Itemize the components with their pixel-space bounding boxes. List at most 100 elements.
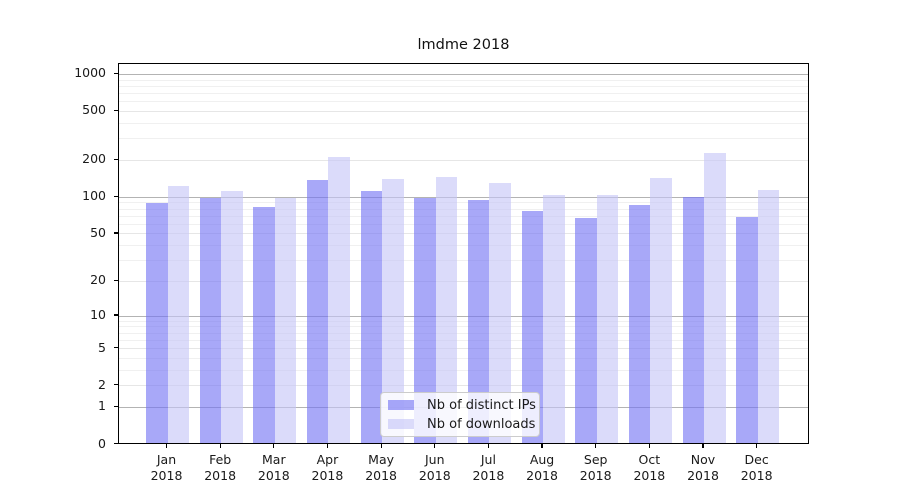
legend: Nb of distinct IPs Nb of downloads	[380, 392, 540, 437]
y-tick-mark-100	[114, 195, 118, 197]
y-gridline-600	[119, 101, 808, 103]
bar-distinct-ips-aug	[521, 210, 544, 443]
y-tick-label-10: 10	[90, 307, 106, 323]
legend-swatch-distinct-ips	[388, 399, 414, 411]
plot-area	[118, 62, 809, 444]
y-gridline-30	[119, 260, 808, 262]
y-gridline-1000	[119, 73, 808, 75]
bar-distinct-ips-feb	[199, 198, 222, 443]
y-gridline-70	[119, 215, 808, 217]
x-tick-label-nov: Nov 2018	[687, 451, 719, 484]
x-tick-mark-oct	[648, 443, 651, 448]
y-gridline-200	[119, 159, 808, 161]
bar-distinct-ips-may	[360, 191, 383, 443]
y-tick-label-2: 2	[98, 376, 106, 392]
y-gridline-60	[119, 223, 808, 225]
y-gridline-9	[119, 320, 808, 322]
y-tick-mark-20	[114, 279, 118, 282]
x-tick-label-may: May 2018	[365, 451, 397, 484]
y-tick-mark-5	[114, 346, 118, 349]
y-gridline-2	[119, 385, 808, 387]
bar-downloads-nov	[704, 152, 726, 443]
bar-downloads-dec	[757, 190, 780, 443]
bar-downloads-feb	[221, 191, 243, 443]
bar-distinct-ips-oct	[628, 204, 651, 443]
y-gridline-10	[119, 315, 808, 317]
y-gridline-80	[119, 208, 808, 210]
y-tick-label-1000: 1000	[74, 65, 106, 81]
bar-downloads-jul	[489, 183, 511, 443]
x-tick-mark-feb	[219, 443, 221, 448]
y-tick-label-100: 100	[82, 188, 106, 204]
y-tick-mark-50	[114, 232, 118, 234]
legend-item-distinct-ips: Nb of distinct IPs	[388, 398, 536, 413]
x-tick-label-jun: Jun 2018	[418, 451, 451, 484]
bar-downloads-jun	[435, 176, 458, 443]
bar-downloads-sep	[596, 195, 619, 443]
y-gridline-500	[119, 110, 808, 112]
x-tick-label-oct: Oct 2018	[633, 451, 666, 484]
y-tick-mark-1000	[114, 72, 118, 75]
x-tick-label-apr: Apr 2018	[311, 451, 344, 484]
x-tick-mark-apr	[326, 443, 329, 448]
x-tick-label-dec: Dec 2018	[740, 451, 773, 484]
y-gridline-100	[119, 196, 808, 198]
y-tick-label-50: 50	[90, 224, 106, 240]
y-tick-mark-200	[114, 158, 118, 161]
y-gridline-40	[119, 245, 808, 247]
y-tick-mark-0	[114, 442, 118, 445]
x-tick-mark-sep	[595, 443, 597, 448]
bar-distinct-ips-dec	[736, 216, 758, 443]
y-gridline-400	[119, 122, 808, 124]
y-gridline-6	[119, 339, 808, 341]
bar-downloads-may	[382, 178, 404, 443]
bar-distinct-ips-jun	[414, 198, 436, 443]
bar-downloads-oct	[650, 178, 672, 443]
y-gridline-50	[119, 233, 808, 235]
y-gridline-4	[119, 357, 808, 359]
legend-label-downloads: Nb of downloads	[427, 416, 536, 432]
y-gridline-900	[119, 79, 808, 81]
x-tick-mark-jan	[165, 443, 168, 448]
y-tick-label-5: 5	[98, 339, 106, 355]
bar-downloads-aug	[543, 195, 565, 443]
bar-distinct-ips-sep	[575, 218, 597, 443]
chart-title: lmdme 2018	[417, 37, 510, 53]
y-gridline-3	[119, 369, 808, 371]
x-tick-mark-dec	[756, 443, 758, 448]
x-tick-label-sep: Sep 2018	[579, 451, 612, 484]
x-tick-mark-jun	[434, 443, 436, 448]
bar-downloads-jan	[167, 185, 189, 443]
x-tick-mark-nov	[702, 443, 704, 448]
y-tick-label-500: 500	[82, 102, 106, 118]
y-gridline-800	[119, 85, 808, 87]
x-tick-label-jul: Jul 2018	[472, 451, 505, 484]
bar-distinct-ips-jul	[467, 200, 490, 443]
y-tick-mark-1	[114, 405, 118, 408]
bar-distinct-ips-jan	[146, 202, 168, 443]
y-gridline-700	[119, 92, 808, 94]
legend-swatch-downloads	[388, 418, 414, 430]
x-tick-label-jan: Jan 2018	[150, 451, 183, 484]
y-tick-label-20: 20	[90, 272, 106, 288]
y-tick-label-0: 0	[98, 435, 106, 451]
x-tick-label-aug: Aug 2018	[526, 451, 558, 484]
y-gridline-300	[119, 138, 808, 140]
y-gridline-20	[119, 280, 808, 282]
y-gridline-8	[119, 326, 808, 328]
y-gridline-7	[119, 332, 808, 334]
x-tick-label-mar: Mar 2018	[257, 451, 290, 484]
x-tick-mark-mar	[273, 443, 275, 448]
x-tick-mark-jul	[487, 443, 490, 448]
legend-label-distinct-ips: Nb of distinct IPs	[427, 397, 536, 413]
y-gridline-5	[119, 348, 808, 349]
bar-distinct-ips-nov	[682, 196, 704, 443]
x-tick-mark-may	[380, 443, 382, 448]
bar-distinct-ips-apr	[306, 179, 329, 443]
y-tick-mark-500	[114, 109, 118, 112]
y-tick-label-200: 200	[82, 151, 106, 167]
x-tick-label-feb: Feb 2018	[204, 451, 237, 484]
bar-distinct-ips-mar	[253, 207, 275, 443]
x-tick-mark-aug	[541, 443, 543, 448]
y-gridline-90	[119, 202, 808, 204]
